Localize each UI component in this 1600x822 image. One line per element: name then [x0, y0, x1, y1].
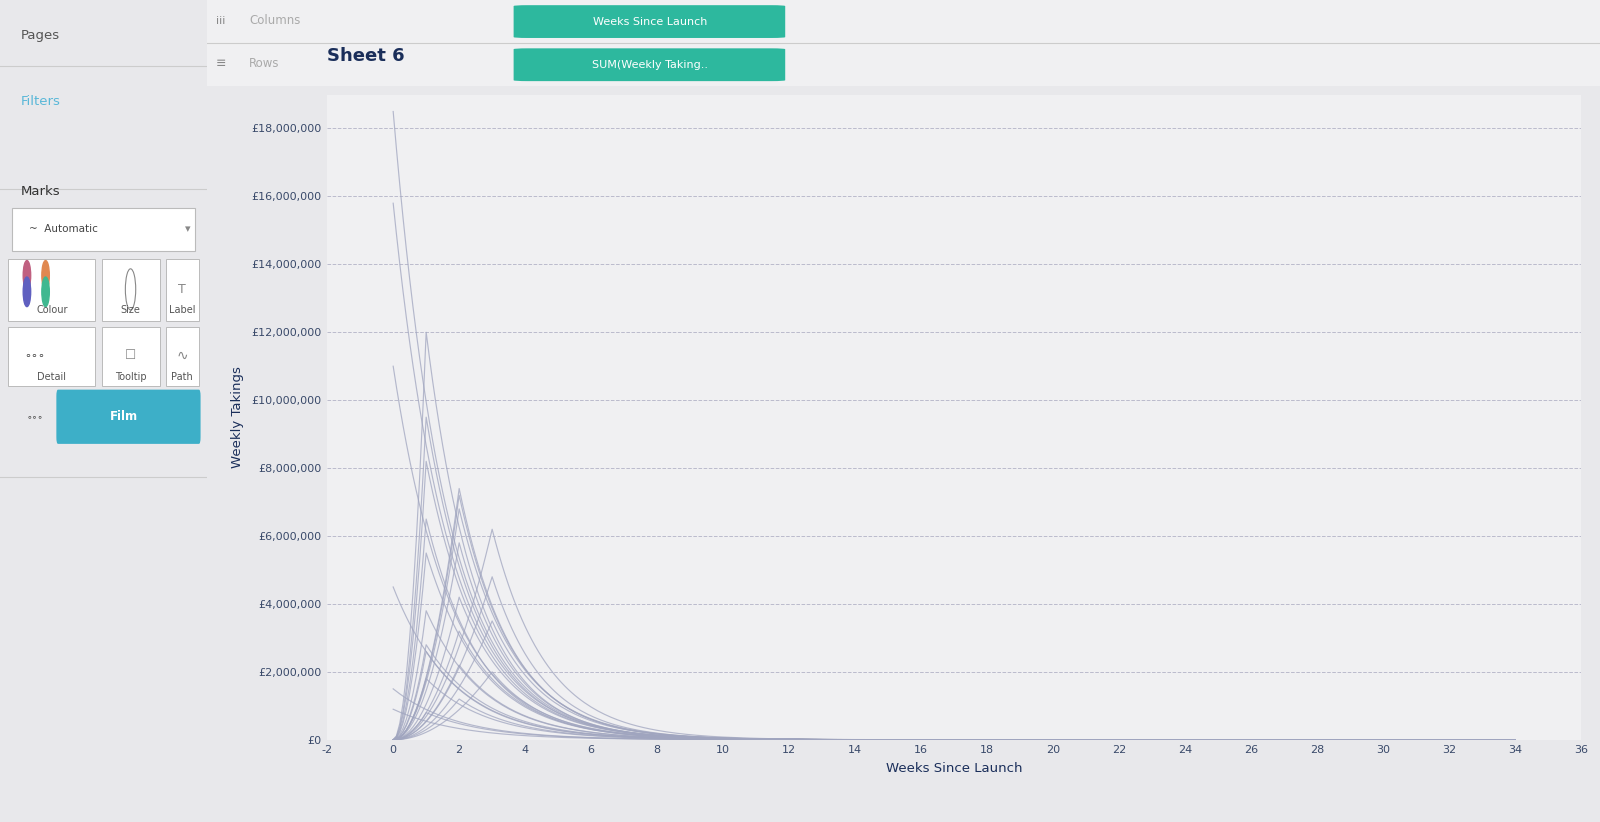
FancyBboxPatch shape	[514, 48, 786, 81]
Y-axis label: Weekly Takings: Weekly Takings	[232, 367, 245, 468]
Text: Sheet 6: Sheet 6	[328, 48, 405, 66]
Text: Marks: Marks	[21, 185, 61, 198]
Text: Pages: Pages	[21, 29, 59, 42]
FancyBboxPatch shape	[13, 208, 195, 251]
Text: ▾: ▾	[186, 224, 190, 234]
Text: ∘∘∘: ∘∘∘	[27, 413, 43, 421]
Text: Columns: Columns	[250, 14, 301, 27]
Text: iii: iii	[216, 16, 226, 25]
Text: T: T	[179, 283, 186, 296]
FancyBboxPatch shape	[101, 327, 160, 386]
FancyBboxPatch shape	[166, 259, 198, 321]
Text: Film: Film	[110, 410, 138, 423]
Circle shape	[42, 261, 50, 290]
Text: Path: Path	[171, 372, 194, 382]
FancyBboxPatch shape	[8, 259, 96, 321]
Circle shape	[24, 277, 30, 307]
Text: ☐: ☐	[125, 349, 136, 363]
Text: SUM(Weekly Taking..: SUM(Weekly Taking..	[592, 60, 709, 70]
Text: Rows: Rows	[250, 58, 280, 71]
Text: ≡: ≡	[216, 58, 226, 71]
FancyBboxPatch shape	[514, 5, 786, 38]
Text: Colour: Colour	[37, 305, 67, 315]
Text: Label: Label	[170, 305, 195, 315]
Text: ~  Automatic: ~ Automatic	[29, 224, 98, 234]
Text: Tooltip: Tooltip	[115, 372, 146, 382]
Text: Filters: Filters	[21, 95, 61, 108]
Text: ∿: ∿	[176, 349, 189, 363]
X-axis label: Weeks Since Launch: Weeks Since Launch	[886, 762, 1022, 775]
Text: Detail: Detail	[37, 372, 66, 382]
FancyBboxPatch shape	[166, 327, 198, 386]
Circle shape	[42, 277, 50, 307]
Text: ∘∘∘: ∘∘∘	[24, 351, 46, 361]
Text: Size: Size	[120, 305, 141, 315]
Circle shape	[24, 261, 30, 290]
Text: Weeks Since Launch: Weeks Since Launch	[594, 16, 707, 26]
FancyBboxPatch shape	[8, 327, 96, 386]
FancyBboxPatch shape	[56, 390, 200, 444]
FancyBboxPatch shape	[101, 259, 160, 321]
